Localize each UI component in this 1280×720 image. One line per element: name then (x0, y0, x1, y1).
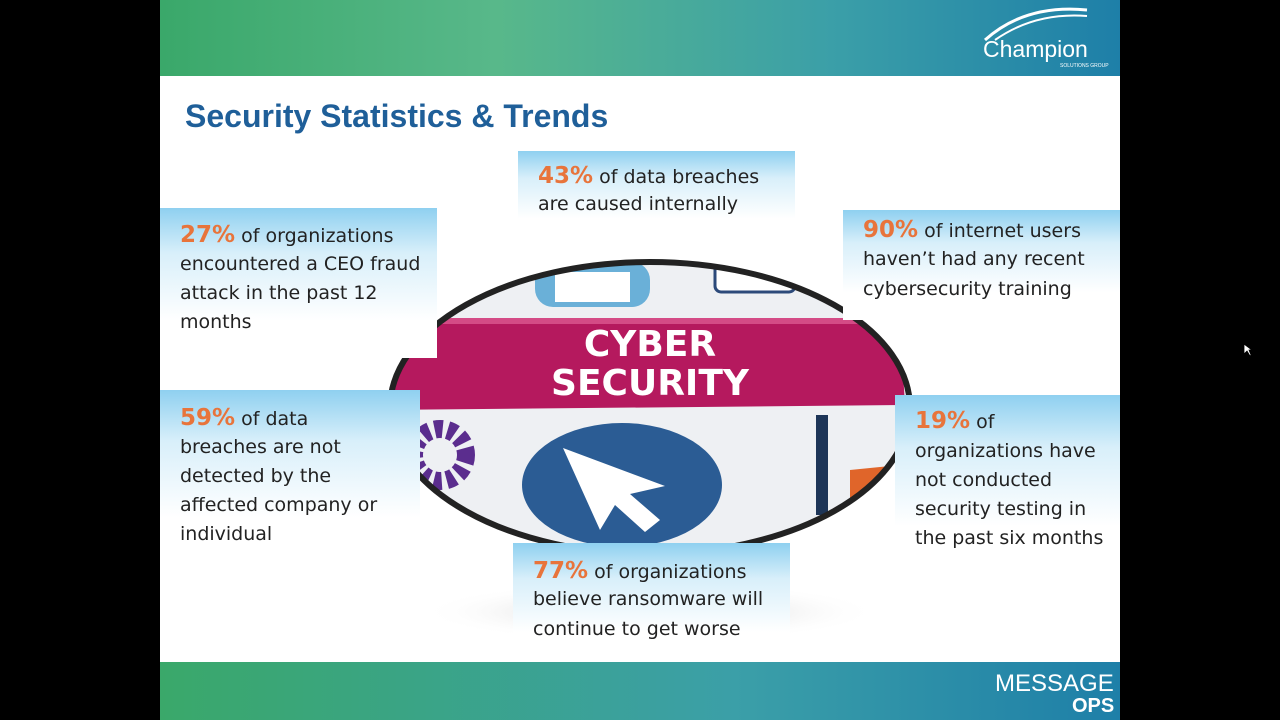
stat-text: of internet users (924, 220, 1081, 242)
stat-text: attack in the past 12 (180, 282, 378, 304)
stat-text: months (180, 311, 252, 333)
stat-text: cybersecurity training (863, 278, 1072, 300)
stat-percent: 19% (915, 408, 971, 434)
graphic-text: CYBER (584, 324, 716, 365)
stat-line: not conducted (915, 471, 1052, 490)
stat-line: cybersecurity training (863, 280, 1072, 299)
footer-logo: OPS (1072, 695, 1115, 717)
stat-line: haven’t had any recent (863, 250, 1085, 269)
stat-line: believe ransomware will (533, 590, 763, 609)
stat-text: of data (241, 408, 309, 430)
stat-text: organizations have (915, 440, 1096, 462)
stat-line: attack in the past 12 (180, 284, 378, 303)
footer-logo: MESSAGE (995, 670, 1114, 697)
stat-text: detected by the (180, 465, 332, 487)
stat-text: encountered a CEO fraud (180, 253, 421, 275)
stat-line: 27% of organizations (180, 224, 394, 247)
mouse-cursor (1243, 343, 1253, 357)
stat-line: 43% of data breaches (538, 165, 759, 188)
stat-percent: 59% (180, 405, 236, 431)
stat-line: breaches are not (180, 438, 341, 457)
stat-text: are caused internally (538, 193, 739, 215)
stat-percent: 90% (863, 217, 919, 243)
stat-text: haven’t had any recent (863, 248, 1085, 270)
stat-box: 59% of data breaches are not detected by t… (160, 390, 420, 560)
stat-text: not conducted (915, 469, 1053, 491)
stat-line: are caused internally (538, 195, 738, 214)
logo-swoosh (983, 7, 1088, 42)
stat-line: security testing in (915, 500, 1086, 519)
stat-line: months (180, 313, 252, 332)
stat-text: of organizations (594, 561, 747, 583)
stat-box: 43% of data breaches are caused internall… (518, 151, 795, 241)
header-banner: Champion SOLUTIONS GROUP (160, 0, 1120, 76)
graphic-text: SECURITY (551, 363, 750, 404)
stat-text: individual (180, 523, 273, 545)
slide-title: Security Statistics & Trends (185, 98, 609, 134)
stat-text: of data breaches (599, 166, 760, 188)
stat-line: organizations have (915, 442, 1096, 461)
stat-percent: 27% (180, 222, 236, 248)
logo-name: Champion (983, 36, 1088, 62)
stat-line: individual (180, 525, 272, 544)
stat-text: breaches are not (180, 436, 341, 458)
stat-line: 19% of (915, 410, 994, 433)
stat-box: 27% of organizations encountered a CEO fr… (160, 208, 437, 358)
stat-line: encountered a CEO fraud (180, 255, 420, 274)
logo-tagline: SOLUTIONS GROUP (1060, 63, 1109, 69)
stat-text: of (976, 411, 995, 433)
stat-text: security testing in (915, 498, 1087, 520)
stat-text: the past six months (915, 527, 1104, 549)
slide: Champion SOLUTIONS GROUP Security Statis… (160, 0, 1120, 720)
stat-percent: 77% (533, 558, 589, 584)
stat-box: 90% of internet users haven’t had any rec… (843, 210, 1120, 320)
stat-text: affected company or (180, 494, 378, 516)
footer-banner: MESSAGE OPS (160, 662, 1120, 720)
stat-line: continue to get worse (533, 620, 741, 639)
stat-text: of organizations (241, 225, 394, 247)
stat-line: detected by the (180, 467, 331, 486)
stat-text: continue to get worse (533, 618, 741, 640)
stat-line: 90% of internet users (863, 219, 1081, 242)
stat-text: believe ransomware will (533, 588, 764, 610)
stat-box: 77% of organizations believe ransomware w… (513, 543, 790, 662)
stat-line: the past six months (915, 529, 1103, 548)
stat-percent: 43% (538, 163, 594, 189)
stat-box: 19% of organizations have not conducted sec… (895, 395, 1120, 570)
stat-line: affected company or (180, 496, 377, 515)
stat-line: 59% of data (180, 407, 308, 430)
stat-line: 77% of organizations (533, 560, 747, 583)
